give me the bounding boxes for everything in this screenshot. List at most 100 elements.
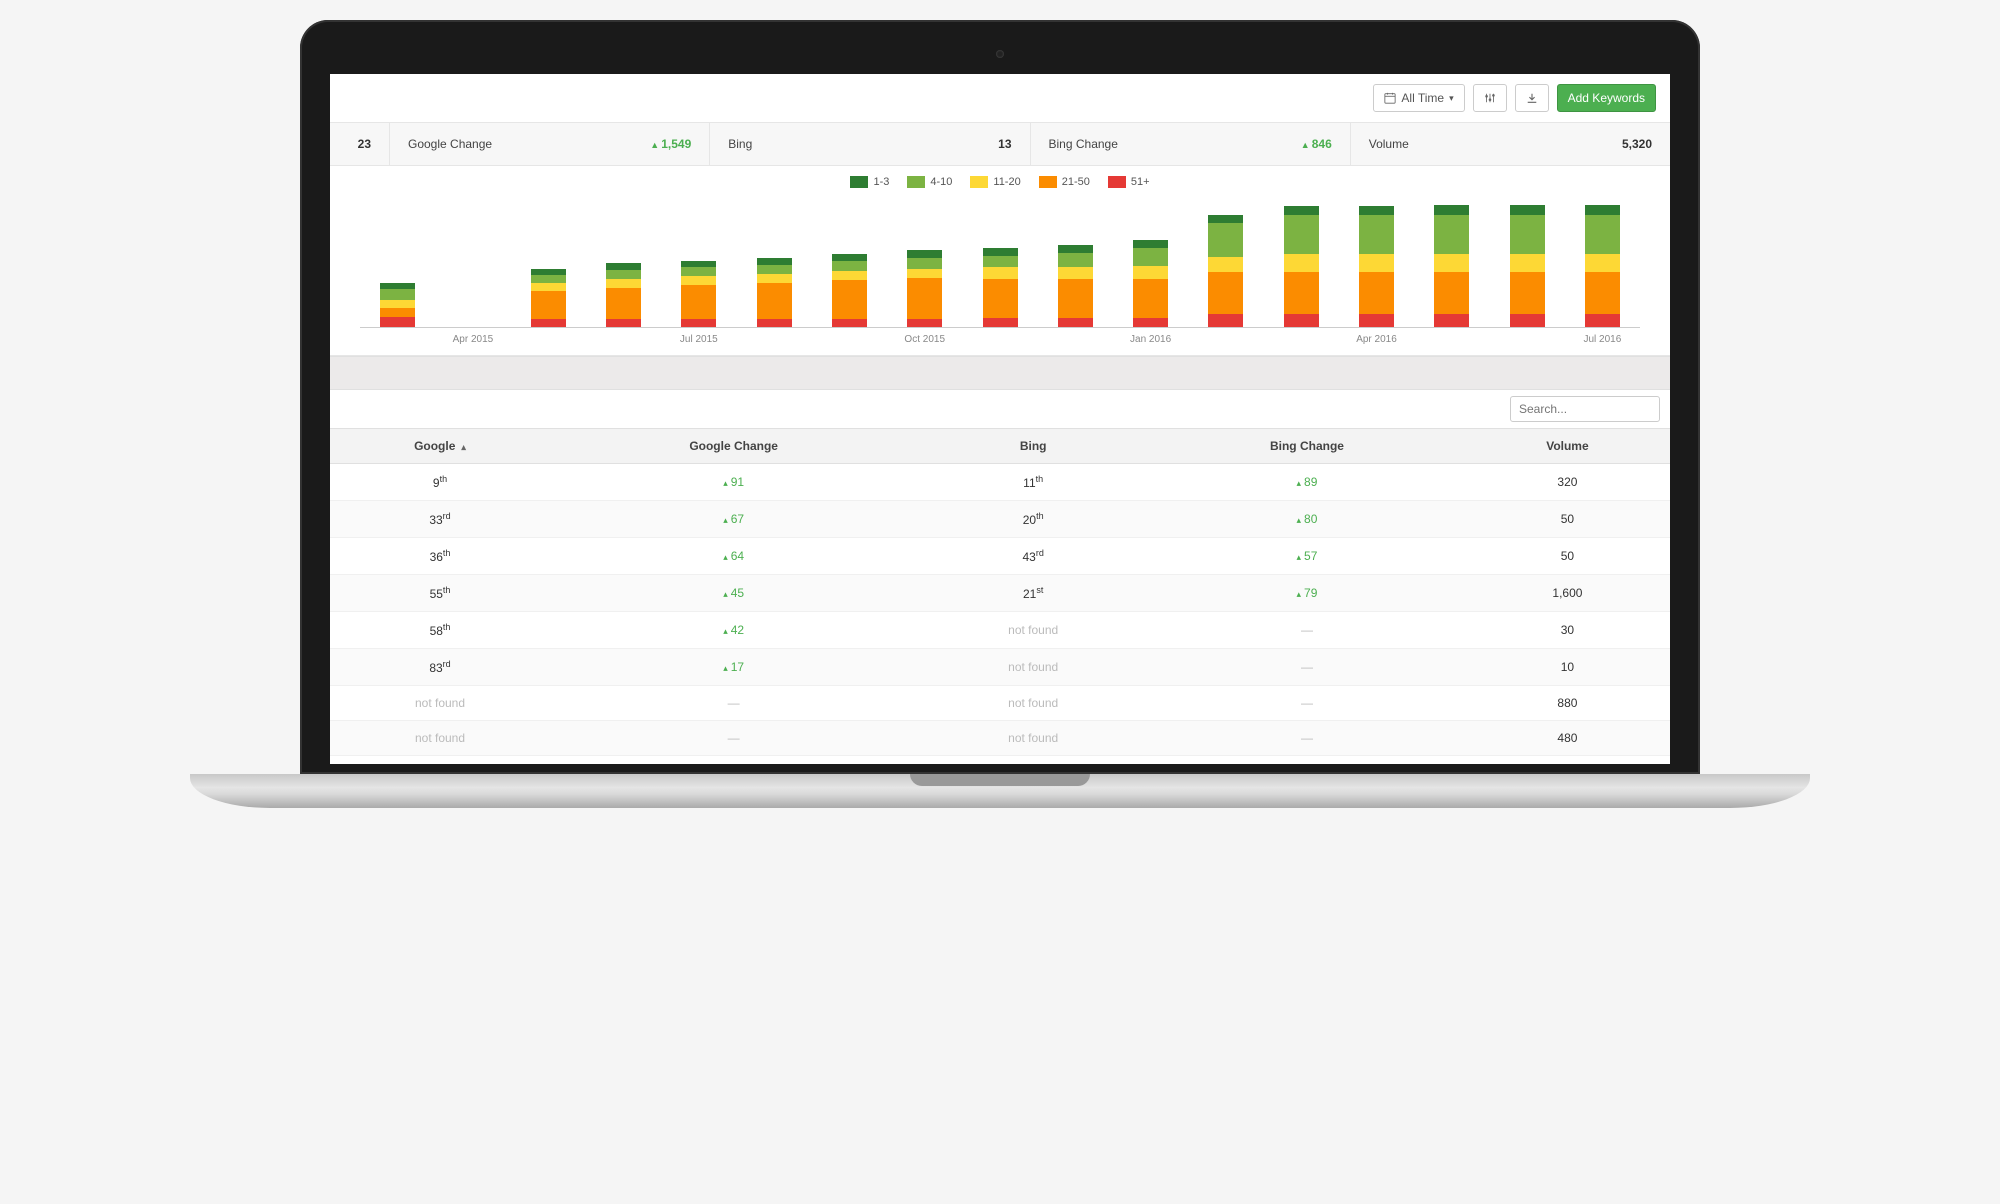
chart-bar (1414, 198, 1489, 327)
stat-google-change: Google Change1,549 (390, 123, 710, 165)
bar-segment (1359, 272, 1394, 314)
bar-segment (1359, 215, 1394, 254)
bar-segment (1585, 314, 1620, 327)
bar-segment (1208, 215, 1243, 223)
table-row[interactable]: 58th42not found—30 (330, 612, 1670, 649)
legend-swatch (907, 176, 925, 188)
bar-segment (907, 250, 942, 258)
bar-segment (1284, 206, 1319, 215)
add-keywords-button[interactable]: Add Keywords (1557, 84, 1656, 112)
bar-segment (757, 283, 792, 319)
cell-bing: 43rd (917, 538, 1149, 575)
table-row[interactable]: not found—not found—480 (330, 721, 1670, 756)
column-header[interactable]: Google (330, 429, 550, 464)
bar-segment (531, 275, 566, 283)
column-header[interactable]: Volume (1465, 429, 1670, 464)
table-row[interactable]: 2nd98not found—0 (330, 756, 1670, 765)
bar-segment (757, 265, 792, 274)
cell-volume: 30 (1465, 612, 1670, 649)
bar-segment (1359, 314, 1394, 327)
cell-bing: not found (917, 649, 1149, 686)
table-row[interactable]: 36th6443rd5750 (330, 538, 1670, 575)
column-header[interactable]: Bing (917, 429, 1149, 464)
bar-segment (1058, 318, 1093, 327)
table-row[interactable]: 55th4521st791,600 (330, 575, 1670, 612)
bar-segment (380, 317, 415, 327)
bar-segment (1133, 240, 1168, 248)
cell-bing: not found (917, 756, 1149, 765)
table-row[interactable]: 83rd17not found—10 (330, 649, 1670, 686)
bar-segment (1434, 272, 1469, 314)
bar-segment (1284, 314, 1319, 327)
x-tick (1038, 334, 1113, 345)
chart-bar (1264, 198, 1339, 327)
bar-segment (681, 276, 716, 285)
download-button[interactable] (1515, 84, 1549, 112)
x-tick: Apr 2015 (435, 334, 510, 345)
legend-label: 21-50 (1062, 176, 1090, 188)
camera-dot (996, 50, 1004, 58)
cell-volume: 1,600 (1465, 575, 1670, 612)
table-row[interactable]: 9th9111th89320 (330, 464, 1670, 501)
bar-segment (681, 319, 716, 327)
time-filter-label: All Time (1401, 91, 1444, 105)
x-tick (1188, 334, 1263, 345)
cell-bing: 21st (917, 575, 1149, 612)
chart-bar (736, 198, 811, 327)
cell-google: 83rd (330, 649, 550, 686)
legend-label: 4-10 (930, 176, 952, 188)
chart-x-axis: Apr 2015Jul 2015Oct 2015Jan 2016Apr 2016… (360, 334, 1640, 345)
legend-label: 11-20 (993, 176, 1020, 188)
cell-google-change: 42 (550, 612, 917, 649)
legend-swatch (1039, 176, 1057, 188)
x-tick: Oct 2015 (887, 334, 962, 345)
bar-segment (1434, 205, 1469, 215)
chart-bar (1113, 198, 1188, 327)
bar-segment (380, 308, 415, 317)
legend-item: 51+ (1108, 176, 1150, 188)
chart-bar (1339, 198, 1414, 327)
cell-bing: not found (917, 721, 1149, 756)
chart-plot (360, 198, 1640, 328)
toolbar: All Time ▾ Add Keywords (330, 74, 1670, 123)
bar-segment (1208, 272, 1243, 314)
stat-leading-value: 23 (358, 137, 371, 151)
bar-segment (1058, 253, 1093, 267)
chart-bar (360, 198, 435, 327)
column-header[interactable]: Bing Change (1149, 429, 1465, 464)
bar-segment (1058, 267, 1093, 279)
cell-bing-change: — (1149, 649, 1465, 686)
laptop-bezel: All Time ▾ Add Keywords (300, 20, 1700, 774)
bar-segment (1208, 257, 1243, 273)
cell-volume: 50 (1465, 538, 1670, 575)
stat-leading: 23 (330, 123, 390, 165)
cell-bing-change: — (1149, 756, 1465, 765)
x-tick (1489, 334, 1564, 345)
legend-swatch (1108, 176, 1126, 188)
x-tick: Jul 2015 (661, 334, 736, 345)
stats-row: 23 Google Change1,549 Bing13 Bing Change… (330, 123, 1670, 166)
bar-segment (907, 319, 942, 327)
cell-google: 36th (330, 538, 550, 575)
search-input[interactable] (1510, 396, 1660, 422)
bar-segment (606, 288, 641, 319)
time-filter-button[interactable]: All Time ▾ (1373, 84, 1464, 112)
keywords-table: GoogleGoogle ChangeBingBing ChangeVolume… (330, 428, 1670, 764)
bar-segment (983, 318, 1018, 327)
cell-google-change: — (550, 686, 917, 721)
stat-value: 846 (1301, 137, 1332, 151)
x-tick (962, 334, 1037, 345)
bar-segment (907, 269, 942, 278)
cell-google-change: 98 (550, 756, 917, 765)
table-row[interactable]: not found—not found—880 (330, 686, 1670, 721)
bar-segment (1284, 254, 1319, 272)
bar-segment (606, 270, 641, 279)
stat-value: 13 (998, 137, 1011, 151)
stat-volume: Volume5,320 (1351, 123, 1670, 165)
add-keywords-label: Add Keywords (1568, 91, 1645, 105)
cell-bing-change: 57 (1149, 538, 1465, 575)
settings-button[interactable] (1473, 84, 1507, 112)
cell-google: 9th (330, 464, 550, 501)
table-row[interactable]: 33rd6720th8050 (330, 501, 1670, 538)
column-header[interactable]: Google Change (550, 429, 917, 464)
